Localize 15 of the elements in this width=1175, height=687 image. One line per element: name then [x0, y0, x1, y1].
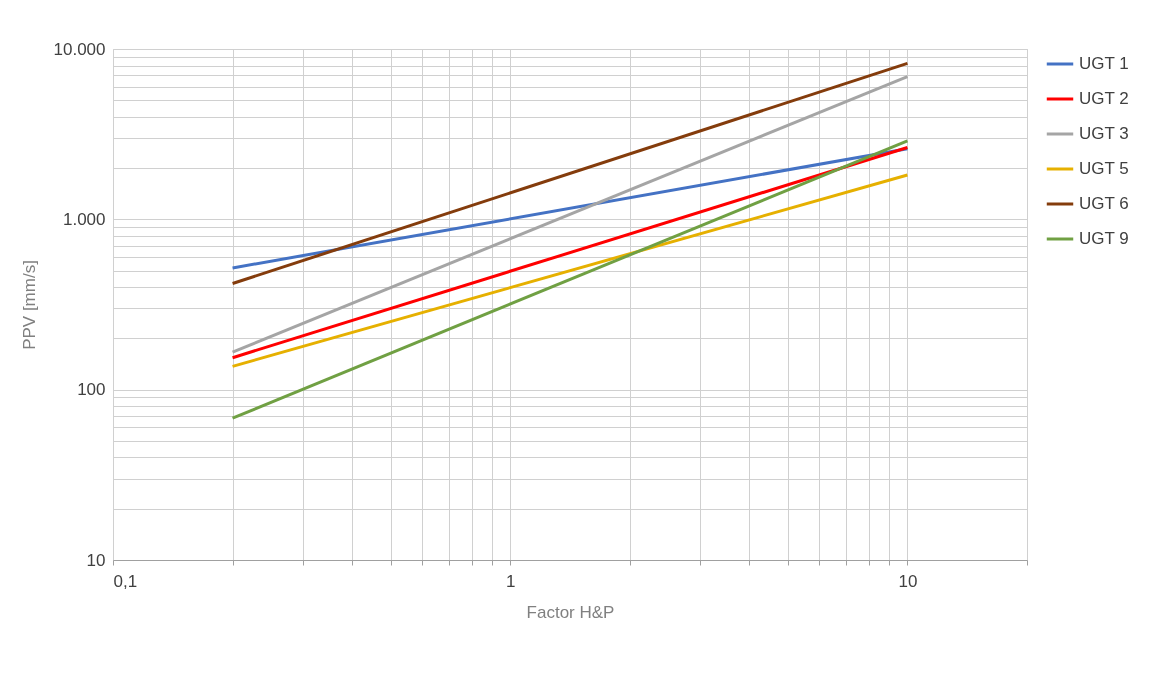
x-tick-label: 10 — [898, 571, 918, 591]
legend-label: UGT 2 — [1079, 89, 1129, 108]
legend-label: UGT 5 — [1079, 159, 1129, 178]
y-tick-label: 100 — [77, 380, 106, 400]
legend-label: UGT 9 — [1079, 229, 1129, 248]
legend-label: UGT 3 — [1079, 124, 1129, 143]
y-tick-label: 10.000 — [53, 39, 106, 59]
legend-label: UGT 6 — [1079, 194, 1129, 213]
y-axis-title: PPV [mm/s] — [19, 260, 39, 350]
legend-label: UGT 1 — [1079, 54, 1129, 73]
y-tick-label: 10 — [86, 550, 106, 570]
x-tick-label: 0,1 — [113, 571, 138, 591]
x-axis-title: Factor H&P — [526, 602, 615, 622]
x-tick-label: 1 — [505, 571, 516, 591]
y-tick-label: 1.000 — [62, 209, 106, 229]
